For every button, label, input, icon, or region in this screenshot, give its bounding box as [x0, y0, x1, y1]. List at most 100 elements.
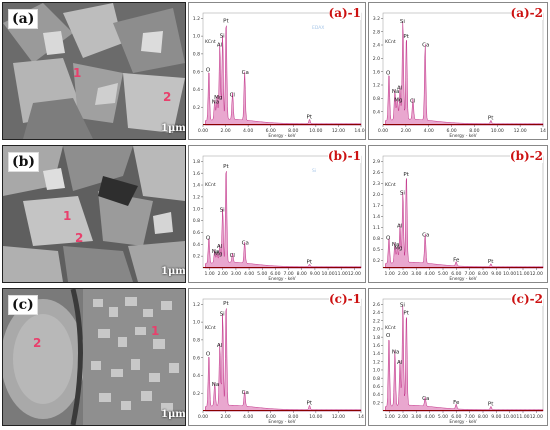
x-tick-label: 11.00 — [516, 414, 529, 420]
eds-chart-a-1: 1.2 1.0 0.8 0.6 0.4 0.2 KCnt 0.00 2.00 4.00 6.00 8.… — [193, 12, 365, 139]
y-tick-label: 1.4 — [373, 351, 380, 357]
y-axis-title: KCnt — [205, 39, 216, 45]
peak-label: Cl — [230, 92, 236, 98]
peak-label: O — [386, 71, 391, 77]
y-tick-label: 0.6 — [373, 384, 380, 390]
peak-label: Cl — [410, 98, 416, 104]
peak-label: Al — [397, 223, 403, 229]
y-tick-label: 0.2 — [373, 258, 380, 264]
x-tick-label: 2.00 — [220, 414, 230, 420]
peak-label: Ca — [422, 396, 429, 402]
peak-label: Na — [212, 249, 220, 255]
y-tick-label: 0.2 — [193, 105, 200, 111]
y-tick-label: 0.8 — [373, 376, 380, 382]
x-tick-label: 9.00 — [491, 414, 501, 420]
y-tick-label: 2.0 — [373, 56, 380, 62]
y-tick-label: 0.8 — [373, 236, 380, 242]
x-tick-label: 12.00 — [530, 271, 543, 277]
panel-label-a-1: (a)-1 — [328, 6, 361, 20]
y-tick-label: 0.4 — [193, 87, 200, 93]
y-tick-label: 1.6 — [373, 343, 380, 349]
eds-panel-c-2: 2.6 2.4 2.2 2.0 1.8 1.6 1.4 1.2 1.0 0.8 0.6 0.4 0.2 K… — [368, 288, 548, 426]
x-tick-label: 5.00 — [438, 271, 448, 277]
sem-texture-a: 1 2 — [3, 3, 185, 139]
peak-label: Mg — [394, 245, 402, 251]
y-tick-label: 2.6 — [373, 302, 380, 308]
y-tick-label: 0.4 — [373, 109, 380, 115]
y-tick-label: 2.2 — [373, 318, 380, 324]
x-tick-label: 6.00 — [270, 271, 280, 277]
peak-label: Ca — [242, 241, 249, 247]
peak-label: Ca — [422, 233, 429, 239]
y-tick-label: 1.0 — [193, 320, 200, 326]
spectrum-area — [385, 21, 544, 126]
x-axis-title: Energy - keV — [268, 419, 295, 425]
x-tick-label: 11.00 — [335, 271, 348, 277]
scale-bar-c: 1μm — [161, 409, 186, 420]
peak-label: Pt — [403, 172, 409, 178]
x-tick-label: 8.00 — [297, 271, 307, 277]
y-tick-label: 0.8 — [193, 337, 200, 343]
sem-image-a: 1 2 (a) 1μm — [2, 2, 186, 140]
eds-chart-b-1: 1.8 1.6 1.4 1.2 1.0 0.8 0.6 0.4 0.2 KCnt 1.00 2.00 3… — [193, 155, 362, 282]
spectrum-area — [205, 308, 362, 412]
x-tick-label: 2.00 — [401, 128, 411, 134]
y-tick-label: 0.8 — [193, 51, 200, 57]
x-tick-label: 8.00 — [288, 414, 298, 420]
eds-panel-b-1: 1.8 1.6 1.4 1.2 1.0 0.8 0.6 0.4 0.2 KCnt 1.00 2.00 3… — [188, 145, 366, 283]
y-tick-label: 1.0 — [373, 368, 380, 374]
x-tick-label: 6.00 — [266, 128, 276, 134]
peak-label: Fe — [453, 258, 460, 264]
peak-label: Pt — [223, 19, 229, 25]
sem-spot-b-2: 2 — [75, 231, 83, 245]
panel-label-c-2: (c)-2 — [511, 292, 543, 306]
sem-spot-a-1: 1 — [73, 66, 81, 80]
x-tick-label: 1.00 — [204, 271, 214, 277]
panel-label-c-1: (c)-1 — [329, 292, 361, 306]
y-axis-title: KCnt — [385, 39, 396, 45]
peak-label: Ca — [242, 70, 249, 76]
x-tick-label: 2.00 — [220, 128, 230, 134]
y-tick-label: 0.8 — [373, 96, 380, 102]
x-tick-label: 1.00 — [385, 271, 395, 277]
x-axis-title: Energy - keV — [268, 276, 295, 282]
y-tick-label: 0.6 — [193, 355, 200, 361]
x-tick-label: 2.00 — [398, 271, 408, 277]
edax-watermark: Si — [312, 168, 316, 174]
peak-label: Na — [212, 99, 220, 105]
x-tick-label: 4.00 — [424, 128, 434, 134]
peak-label: Pt — [488, 402, 494, 408]
y-tick-label: 0.2 — [193, 254, 200, 260]
x-tick-label: 3.00 — [411, 271, 421, 277]
y-tick-label: 3.2 — [373, 16, 380, 22]
y-tick-label: 1.8 — [193, 159, 200, 165]
x-tick-label: 14 — [540, 128, 546, 134]
y-tick-label: 2.9 — [373, 159, 380, 165]
peak-label: Si — [220, 207, 225, 213]
x-tick-label: 8.00 — [478, 414, 488, 420]
peak-label: Fe — [453, 400, 460, 406]
x-axis-title: Energy - keV — [449, 419, 476, 425]
peak-label: Na — [392, 89, 400, 95]
y-axis-title: KCnt — [385, 182, 396, 188]
spectrum-area — [385, 178, 544, 269]
y-tick-label: 0.4 — [193, 373, 200, 379]
panel-label-b-2: (b)-2 — [509, 149, 543, 163]
sem-spot-c-2: 2 — [33, 336, 41, 350]
peak-label: Cl — [230, 253, 236, 259]
eds-panel-b-2: 2.9 2.6 2.3 2.0 1.7 1.4 1.1 0.8 0.5 0.2 KCnt 1.00 2.… — [368, 145, 548, 283]
y-axis-title: KCnt — [385, 325, 396, 331]
peak-label: Na — [392, 350, 400, 356]
eds-chart-c-1: 1.2 1.0 0.8 0.6 0.4 0.2 KCnt 0.00 2.00 4.00 6.00 8.… — [193, 298, 364, 425]
y-tick-label: 1.2 — [373, 83, 380, 89]
x-tick-label: 10.00 — [309, 128, 322, 134]
y-tick-label: 2.0 — [373, 192, 380, 198]
panel-label-b-1: (b)-1 — [327, 149, 361, 163]
x-tick-label: 6.00 — [446, 128, 456, 134]
x-tick-label: 14 — [358, 414, 364, 420]
y-tick-label: 2.0 — [373, 327, 380, 333]
x-tick-label: 8.00 — [469, 128, 479, 134]
y-tick-label: 1.7 — [373, 203, 380, 209]
x-tick-label: 9.00 — [310, 271, 320, 277]
peak-label: Si — [400, 190, 405, 196]
